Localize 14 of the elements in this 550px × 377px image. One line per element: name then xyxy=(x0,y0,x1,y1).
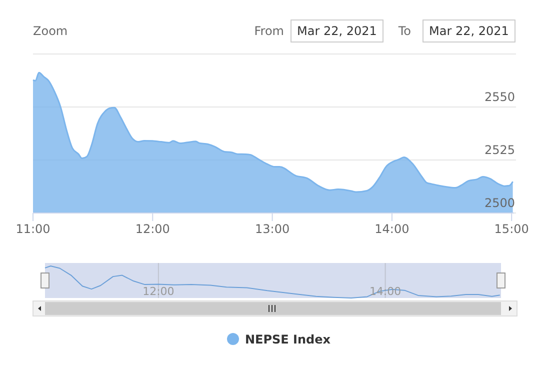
text: Mar 22, 2021 xyxy=(297,24,377,38)
x-tick-label: 13:00 xyxy=(255,222,290,236)
y-tick-label: 2525 xyxy=(484,143,515,157)
text: Zoom xyxy=(33,24,68,38)
legend-label: NEPSE Index xyxy=(245,332,331,346)
x-tick-label: 12:00 xyxy=(142,285,174,298)
x-tick-label: 11:00 xyxy=(16,222,50,236)
x-tick-label: 12:00 xyxy=(135,222,170,236)
text: From xyxy=(254,24,284,38)
text: To xyxy=(397,24,411,38)
x-tick-label: 15:00 xyxy=(494,222,529,236)
text: Mar 22, 2021 xyxy=(429,24,509,38)
x-tick-label: 14:00 xyxy=(374,222,410,236)
y-tick-label: 2550 xyxy=(484,90,515,104)
